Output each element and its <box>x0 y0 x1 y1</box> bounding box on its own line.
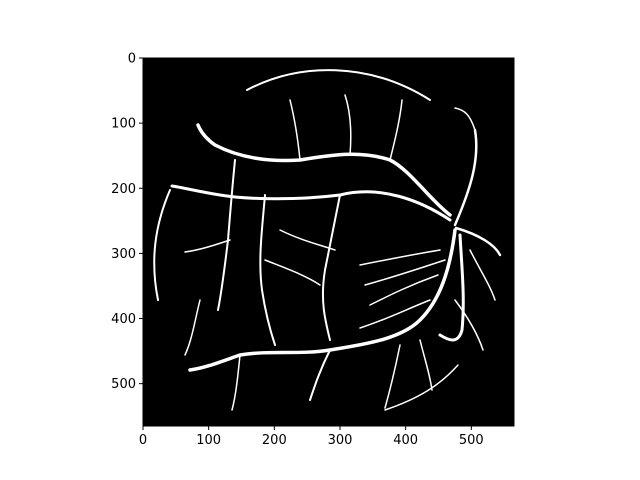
x-tick-label: 500 <box>459 433 484 448</box>
y-tick-label: 0 <box>128 52 136 67</box>
y-tick-label: 400 <box>111 312 136 327</box>
y-tick-label: 300 <box>111 247 136 262</box>
x-axis-ticks: 0 100 200 300 400 500 <box>139 426 484 448</box>
y-tick-label: 200 <box>111 182 136 197</box>
mask-image-background <box>143 58 514 426</box>
axes-frame <box>142 57 515 427</box>
y-tick-label: 100 <box>111 117 136 132</box>
x-tick-label: 400 <box>393 433 418 448</box>
y-tick-label: 500 <box>111 377 136 392</box>
x-tick-label: 100 <box>196 433 221 448</box>
x-tick-label: 200 <box>262 433 287 448</box>
y-axis-ticks: 0 100 200 300 400 500 <box>111 52 143 392</box>
vessel-mask <box>153 69 502 411</box>
x-tick-label: 0 <box>139 433 147 448</box>
x-tick-label: 300 <box>328 433 353 448</box>
